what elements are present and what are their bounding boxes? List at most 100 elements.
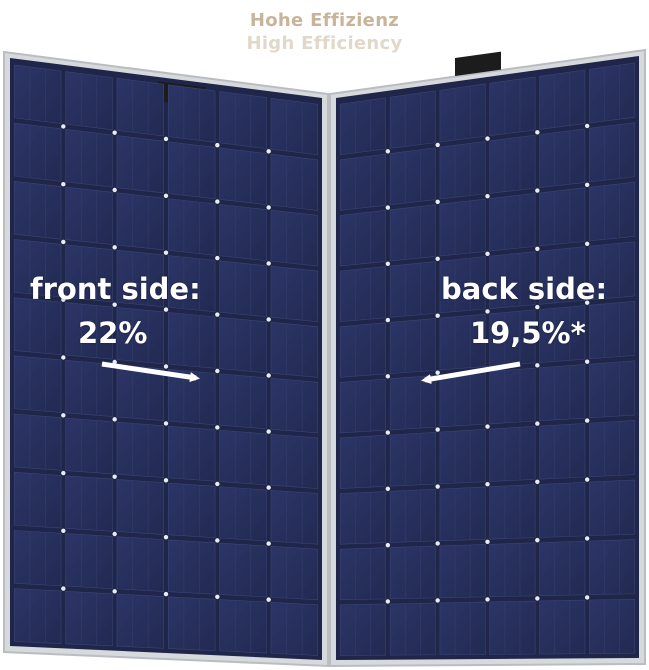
front-cell-junction-dot: [215, 142, 220, 148]
back-cell: [489, 367, 536, 425]
front-cell: [219, 599, 267, 654]
front-cell: [14, 64, 62, 124]
back-cell: [339, 266, 386, 323]
front-cell: [168, 425, 216, 482]
back-side-efficiency: 19,5%*: [470, 316, 586, 350]
back-cell-junction-dot: [535, 421, 540, 426]
front-cell-junction-dot: [61, 470, 66, 476]
back-cell: [589, 360, 636, 419]
back-panel: [329, 48, 646, 668]
front-cell: [219, 147, 267, 205]
back-cell-junction-dot: [435, 541, 440, 546]
back-cell-junction-dot: [435, 142, 440, 148]
back-cell: [339, 603, 386, 656]
front-cell: [116, 421, 164, 478]
back-cell: [539, 481, 586, 538]
back-cell-junction-dot: [535, 304, 540, 310]
front-cell: [116, 135, 164, 194]
back-cell-junction-dot: [385, 599, 391, 604]
back-cell-junction-dot: [485, 194, 490, 199]
front-cell-junction-dot: [112, 589, 117, 594]
front-cell-junction-dot: [266, 541, 271, 546]
front-cell-junction-dot: [266, 597, 271, 602]
front-cell-junction-dot: [61, 413, 66, 418]
front-cell-junction-dot: [61, 182, 66, 187]
front-cell-junction-dot: [215, 255, 220, 261]
back-cell-junction-dot: [385, 542, 391, 548]
front-cell: [219, 429, 267, 486]
front-cell: [168, 312, 216, 369]
front-cell-junction-dot: [112, 130, 117, 135]
back-cell-junction-dot: [584, 123, 590, 129]
front-cell-junction-dot: [266, 485, 271, 490]
back-cell: [389, 261, 436, 318]
front-cell-junction-dot: [266, 149, 271, 154]
back-cell: [589, 122, 636, 183]
back-cell: [539, 599, 586, 655]
back-cell-junction-dot: [385, 430, 391, 435]
back-cell: [539, 69, 586, 130]
front-cell: [116, 536, 164, 592]
front-cell-junction-dot: [266, 373, 271, 378]
back-cell-junction-dot: [584, 418, 590, 423]
back-cell: [589, 539, 636, 596]
back-cell: [389, 318, 436, 374]
front-cell-junction-dot: [61, 586, 66, 591]
front-cell-junction-dot: [215, 199, 220, 204]
front-cell: [219, 542, 267, 598]
front-cell: [14, 413, 62, 471]
front-cell: [168, 482, 216, 539]
back-cell: [339, 434, 386, 489]
back-cell-junction-dot: [385, 205, 391, 210]
back-cell-junction-dot: [485, 136, 490, 141]
back-cell: [589, 479, 636, 537]
front-cell-junction-dot: [215, 312, 220, 317]
back-cell-junction-dot: [584, 182, 590, 188]
back-cell: [489, 426, 536, 482]
back-cell: [539, 423, 586, 480]
back-cell-junction-dot: [584, 359, 590, 364]
front-cell: [14, 530, 62, 587]
back-cell: [389, 147, 436, 206]
front-cell: [14, 297, 62, 356]
back-cell: [439, 371, 486, 428]
back-cell-junction-dot: [535, 537, 540, 543]
back-junction-box: [455, 51, 501, 77]
front-cells: [14, 64, 318, 656]
front-cell-junction-dot: [112, 359, 117, 365]
back-cell: [389, 602, 436, 656]
front-cell-junction-dot: [61, 528, 66, 533]
front-cell: [270, 489, 318, 545]
front-cell: [65, 590, 113, 647]
front-cell: [270, 601, 318, 656]
back-cell-junction-dot: [435, 313, 440, 318]
back-cell-junction-dot: [535, 246, 540, 251]
front-panel: [3, 50, 329, 668]
back-cell: [389, 431, 436, 487]
front-cell-junction-dot: [163, 136, 169, 142]
front-cell: [14, 355, 62, 413]
front-cell: [65, 417, 113, 475]
front-cell: [219, 91, 267, 149]
back-cell: [489, 76, 536, 137]
front-cell-junction-dot: [163, 364, 169, 369]
back-cell: [489, 484, 536, 540]
back-cell: [339, 209, 386, 267]
back-cell-junction-dot: [535, 479, 540, 485]
front-cell: [14, 471, 62, 529]
front-cell-junction-dot: [112, 302, 117, 307]
front-cell: [65, 533, 113, 589]
front-cell-junction-dot: [266, 261, 271, 266]
back-cell: [339, 378, 386, 434]
back-cell: [539, 364, 586, 422]
front-cell: [116, 593, 164, 649]
back-cell-junction-dot: [584, 595, 590, 600]
front-cell-junction-dot: [112, 531, 117, 537]
front-cell-junction-dot: [112, 245, 117, 250]
front-cell: [219, 373, 267, 430]
back-cell: [389, 375, 436, 431]
back-cell-junction-dot: [385, 149, 391, 154]
front-cell: [65, 475, 113, 532]
